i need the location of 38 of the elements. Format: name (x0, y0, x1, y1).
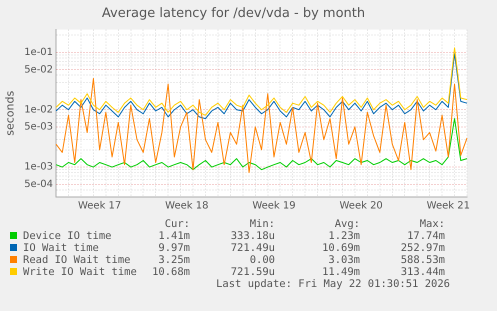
text: 17.74m (406, 230, 445, 242)
text: Cur: (164, 218, 190, 230)
text: 9.97m (157, 242, 190, 254)
text: Avg: (334, 218, 360, 230)
y-tick-label: 5e-03 (24, 122, 54, 133)
text: 0.00 (248, 254, 275, 266)
x-tick-label: Week 20 (339, 200, 383, 212)
x-tick-label: Week 21 (426, 200, 470, 212)
x-tick-label: Week 19 (252, 200, 296, 212)
x-tick-label: Week 17 (78, 200, 122, 212)
y-tick-label: 1e-02 (24, 104, 54, 116)
text: 333.18u (230, 230, 275, 242)
text: 3.25m (158, 254, 190, 266)
text: Max: (418, 218, 445, 230)
text: 252.97m (400, 242, 445, 254)
text: 10.69m (321, 242, 360, 254)
text: 11.49m (321, 266, 360, 278)
legend-label: Write IO Wait time (22, 266, 137, 278)
y-tick-label: 5e-02 (24, 64, 54, 76)
y-axis-title: seconds (3, 90, 16, 136)
y-tick-label: 1e-03 (24, 162, 54, 173)
legend-label: Device IO time (22, 230, 112, 242)
legend-label: IO Wait time (22, 242, 100, 254)
text: 3.03m (327, 254, 360, 266)
text: 313.44m (400, 266, 445, 278)
text: 721.59u (230, 266, 275, 278)
text: 721.49u (230, 242, 275, 254)
y-tick-label: 5e-04 (24, 178, 54, 190)
text: Last update: Fri May 22 01:30:51 2026 (215, 278, 450, 290)
text: 588.53m (400, 254, 445, 266)
text: 10.68m (152, 266, 190, 278)
chart-title: Average latency for /dev/vda - by month (102, 6, 366, 22)
text: Min: (248, 218, 275, 230)
text: 1.41m (157, 230, 190, 242)
y-tick-label: 1e-01 (24, 47, 54, 58)
legend-label: Read IO Wait time (22, 254, 130, 266)
x-tick-label: Week 18 (165, 200, 208, 212)
text: 1.23m (327, 230, 360, 242)
